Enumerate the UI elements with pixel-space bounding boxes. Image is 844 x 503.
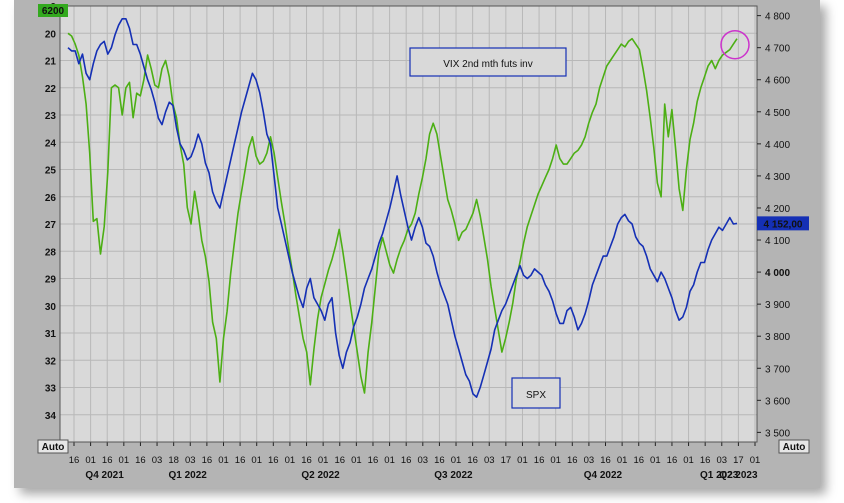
- x-tick-label: 01: [650, 455, 661, 466]
- quarter-label: Q2 2022: [301, 470, 340, 481]
- x-tick-label: 03: [484, 455, 495, 466]
- right-axis-label: 3 600: [765, 396, 790, 407]
- x-tick-label: 16: [534, 455, 545, 466]
- vix-label-box: [409, 47, 567, 77]
- left-axis-label: 25: [45, 166, 57, 177]
- left-axis-label: 29: [45, 275, 57, 286]
- left-auto-scale-label: Auto: [42, 442, 65, 453]
- x-tick-label: 16: [368, 455, 379, 466]
- right-axis-label: 4 300: [765, 172, 790, 183]
- spx-series-label: SPX: [526, 390, 546, 401]
- x-tick-label: 16: [600, 455, 611, 466]
- left-axis-label: 31: [45, 329, 57, 340]
- left-axis-label: 33: [45, 384, 57, 395]
- left-axis-label: 23: [45, 111, 57, 122]
- quarter-label: Q3 2022: [434, 470, 473, 481]
- spx-series-line: [67, 17, 738, 398]
- quarter-label: Q2 2023: [719, 470, 758, 481]
- x-tick-label: 16: [700, 455, 711, 466]
- left-axis-label: 22: [45, 84, 57, 95]
- x-tick-label: 16: [401, 455, 412, 466]
- spx-label-box: [511, 377, 561, 409]
- spx-last-value-badge: [757, 216, 809, 231]
- left-auto-scale-button[interactable]: [37, 439, 69, 454]
- right-auto-scale-button[interactable]: [778, 439, 810, 454]
- x-tick-label: 16: [268, 455, 279, 466]
- x-tick-label: 16: [235, 455, 246, 466]
- x-tick-label: 01: [351, 455, 362, 466]
- quarter-label: Q1 2022: [168, 470, 207, 481]
- left-axis-label: 21: [45, 57, 57, 68]
- x-tick-label: 01: [85, 455, 96, 466]
- x-tick-label: 16: [667, 455, 678, 466]
- right-axis-label: 4 000: [765, 268, 790, 279]
- x-tick-label: 17: [733, 455, 744, 466]
- right-axis-label: 4 200: [765, 204, 790, 215]
- right-axis-label: 4 700: [765, 44, 790, 55]
- x-tick-label: 01: [285, 455, 296, 466]
- x-tick-label: 03: [185, 455, 196, 466]
- spx-last-value-text: 4 152,00: [764, 219, 803, 230]
- highlight-circle: [720, 29, 750, 60]
- x-tick-label: 01: [750, 455, 761, 466]
- vix-last-value-text: 6200: [42, 6, 65, 17]
- x-tick-label: 16: [301, 455, 312, 466]
- right-axis-label: 4 600: [765, 76, 790, 87]
- right-axis-label: 4 100: [765, 236, 790, 247]
- x-tick-label: 16: [334, 455, 345, 466]
- x-tick-label: 01: [318, 455, 329, 466]
- quarter-label: Q1 2023: [700, 470, 739, 481]
- x-tick-label: 03: [716, 455, 727, 466]
- right-axis-label: 4 500: [765, 108, 790, 119]
- x-tick-label: 03: [584, 455, 595, 466]
- x-tick-label: 16: [202, 455, 213, 466]
- x-tick-label: 03: [152, 455, 163, 466]
- x-tick-label: 01: [683, 455, 694, 466]
- x-tick-label: 01: [251, 455, 262, 466]
- x-tick-label: 01: [550, 455, 561, 466]
- right-axis-label: 4 400: [765, 140, 790, 151]
- x-tick-label: 16: [102, 455, 113, 466]
- x-tick-label: 16: [434, 455, 445, 466]
- x-tick-label: 16: [135, 455, 146, 466]
- x-tick-label: 01: [119, 455, 130, 466]
- x-tick-label: 16: [467, 455, 478, 466]
- left-axis-label: 27: [45, 220, 57, 231]
- x-tick-label: 18: [168, 455, 179, 466]
- chart-frame: 16 01 16 01 16 03 18 03 16 01 16 01 16 01 16 01 16 01 16 01…: [14, 0, 820, 488]
- left-axis-label: 26: [45, 193, 57, 204]
- x-tick-label: 17: [501, 455, 512, 466]
- x-tick-label: 16: [69, 455, 80, 466]
- left-axis-label: 34: [45, 411, 57, 422]
- left-axis-label: 24: [45, 138, 57, 149]
- right-axis-label: 4 800: [765, 12, 790, 23]
- vix-series-label: VIX 2nd mth futs inv: [443, 59, 533, 70]
- chart-canvas: 16 01 16 01 16 03 18 03 16 01 16 01 16 01 16 01 16 01 16 01…: [37, 2, 810, 481]
- right-axis-label: 3 500: [765, 428, 790, 439]
- left-axis-label: 20: [45, 29, 57, 40]
- x-tick-label: 01: [384, 455, 395, 466]
- left-axis-label: 28: [45, 247, 57, 258]
- right-axis-label: 3 700: [765, 364, 790, 375]
- quarter-label: Q4 2022: [584, 470, 623, 481]
- vix-last-value-badge: [38, 4, 68, 17]
- left-axis-label: 32: [45, 356, 57, 367]
- x-tick-label: 01: [517, 455, 528, 466]
- right-axis-label: 3 800: [765, 332, 790, 343]
- x-tick-label: 16: [567, 455, 578, 466]
- left-axis-label: 30: [45, 302, 57, 313]
- right-auto-scale-label: Auto: [783, 442, 806, 453]
- x-tick-label: 01: [451, 455, 462, 466]
- x-tick-label: 03: [418, 455, 429, 466]
- x-tick-label: 01: [617, 455, 628, 466]
- x-tick-label: 16: [633, 455, 644, 466]
- quarter-label: Q4 2021: [85, 470, 124, 481]
- x-tick-label: 01: [218, 455, 229, 466]
- right-axis-label: 3 900: [765, 300, 790, 311]
